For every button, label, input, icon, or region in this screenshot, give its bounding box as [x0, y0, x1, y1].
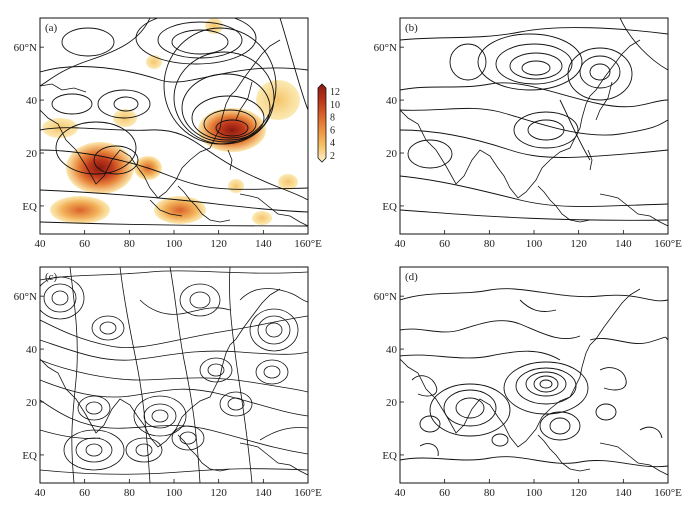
- x-tick-label: 80: [124, 487, 136, 499]
- x-tick-label: 140: [615, 238, 632, 250]
- coastlines: [40, 288, 308, 476]
- y-tick-label: 20: [386, 397, 398, 409]
- colorbar-tick-label: 6: [330, 125, 335, 136]
- x-tick-label: 160°E: [294, 487, 322, 499]
- x-tick-label: 100: [526, 238, 543, 250]
- panel-b: (b): [399, 17, 669, 235]
- x-tick-label: 160°E: [654, 487, 682, 499]
- y-tick-label: EQ: [22, 450, 37, 462]
- panel-label: (b): [405, 22, 418, 34]
- colorbar-tick-label: 12: [330, 87, 340, 98]
- y-tick-label: 20: [26, 397, 38, 409]
- panel-label: (c): [45, 271, 58, 283]
- panel-d: (d): [399, 266, 669, 484]
- x-tick-label: 100: [166, 238, 183, 250]
- y-tick-label: 20: [26, 148, 38, 160]
- coastlines: [40, 39, 308, 227]
- x-tick-label: 160°E: [654, 238, 682, 250]
- y-tick-label: 60°N: [14, 42, 37, 54]
- geopotential-contours: [400, 18, 668, 221]
- x-tick-label: 40: [395, 238, 407, 250]
- colorbar-tick-label: 8: [330, 113, 335, 124]
- x-tick-label: 140: [255, 487, 272, 499]
- y-tick-label: 60°N: [374, 291, 397, 303]
- x-tick-label: 160°E: [294, 238, 322, 250]
- y-tick-label: 40: [386, 95, 398, 107]
- x-tick-label: 120: [570, 238, 587, 250]
- x-tick-label: 120: [210, 238, 227, 250]
- x-tick-label: 60: [79, 238, 91, 250]
- x-tick-label: 80: [484, 238, 496, 250]
- x-tick-label: 100: [166, 487, 183, 499]
- coastlines: [400, 39, 668, 227]
- y-tick-label: EQ: [382, 450, 397, 462]
- x-tick-label: 80: [124, 238, 136, 250]
- y-tick-label: 60°N: [14, 291, 37, 303]
- precip-shading: [42, 18, 300, 225]
- coastlines: [400, 288, 668, 476]
- y-tick-label: 20: [386, 148, 398, 160]
- streamlines: [40, 267, 308, 483]
- geopotential-contours: [40, 18, 308, 227]
- x-tick-label: 100: [526, 487, 543, 499]
- y-tick-label: 60°N: [374, 42, 397, 54]
- divergence-contours: [400, 288, 668, 468]
- y-tick-label: 40: [26, 95, 38, 107]
- panel-label: (a): [45, 22, 58, 34]
- panel-label: (d): [405, 271, 418, 283]
- x-tick-label: 120: [210, 487, 227, 499]
- x-tick-label: 40: [35, 487, 47, 499]
- colorbar: 12 10 86 4 2: [317, 83, 340, 163]
- y-tick-label: EQ: [22, 201, 37, 213]
- axis-ticks: 40 60 80 100 120 140 160°E 60°N 40 20 EQ 40 60 80 100 1…: [14, 42, 682, 499]
- y-tick-label: 40: [26, 344, 38, 356]
- x-tick-label: 140: [255, 238, 272, 250]
- panel-a: (a): [39, 17, 309, 235]
- colorbar-tick-label: 2: [330, 151, 335, 162]
- x-tick-label: 120: [570, 487, 587, 499]
- colorbar-tick-label: 10: [330, 100, 340, 111]
- panel-c: (c): [39, 266, 309, 484]
- colorbar-tick-label: 4: [330, 138, 335, 149]
- y-tick-label: 40: [386, 344, 398, 356]
- x-tick-label: 60: [439, 238, 451, 250]
- x-tick-label: 60: [439, 487, 451, 499]
- x-tick-label: 40: [395, 487, 407, 499]
- x-tick-label: 40: [35, 238, 47, 250]
- y-tick-label: EQ: [382, 201, 397, 213]
- x-tick-label: 80: [484, 487, 496, 499]
- x-tick-label: 140: [615, 487, 632, 499]
- x-tick-label: 60: [79, 487, 91, 499]
